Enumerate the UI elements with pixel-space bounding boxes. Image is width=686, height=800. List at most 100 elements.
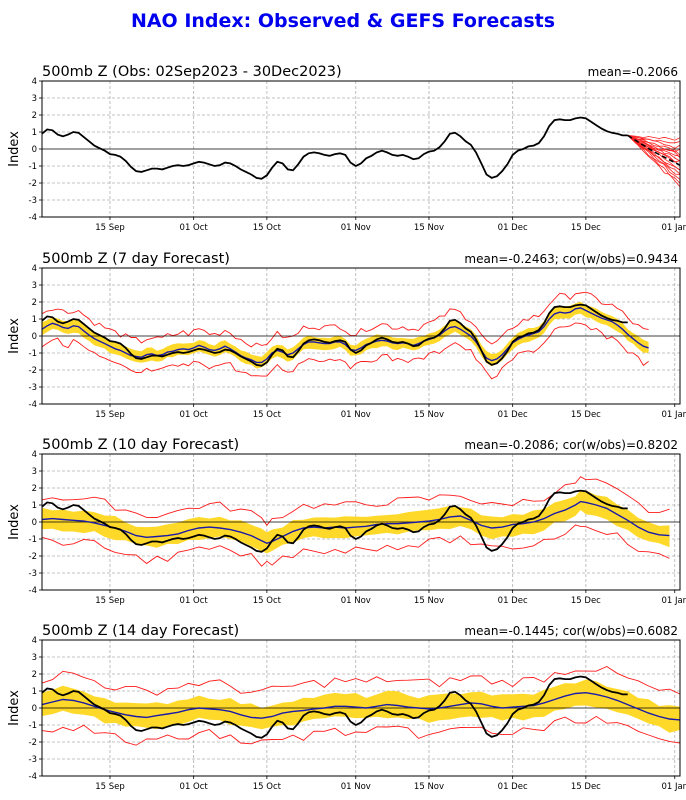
x-tick-label: 01 Jan: [661, 223, 686, 233]
panel-title: 500mb Z (10 day Forecast): [42, 437, 239, 453]
forecast-mean-line: [41, 500, 670, 545]
y-tick-label: 1: [32, 128, 37, 138]
x-tick-label: 15 Nov: [414, 782, 444, 792]
x-tick-label: 01 Oct: [180, 410, 209, 420]
x-tick-label: 15 Sep: [95, 410, 125, 420]
y-axis-label: Index: [7, 504, 22, 540]
ensemble-member-line: [627, 135, 681, 175]
ensemble-member-line: [627, 135, 681, 180]
ensemble-member-line: [627, 135, 681, 144]
ensemble-member-line: [627, 135, 681, 153]
x-tick-label: 15 Sep: [95, 223, 125, 233]
x-tick-label: 01 Nov: [341, 223, 371, 233]
y-tick-label: -2: [29, 738, 37, 748]
x-tick-label: 15 Oct: [253, 410, 282, 420]
ensemble-member-line: [627, 135, 681, 141]
y-tick-label: 3: [32, 281, 37, 291]
observed-nao-line: [41, 489, 628, 553]
x-tick-label: 01 Jan: [661, 596, 686, 606]
x-tick-label: 15 Sep: [95, 596, 125, 606]
plot-frame: [41, 80, 681, 218]
y-tick-label: -3: [29, 569, 37, 579]
x-tick-label: 01 Dec: [498, 596, 528, 606]
x-tick-label: 01 Dec: [498, 410, 528, 420]
plot-frame: [41, 267, 681, 405]
y-axis-label: Index: [7, 131, 22, 167]
x-tick-label: 01 Jan: [661, 410, 686, 420]
y-tick-label: 0: [32, 332, 37, 342]
observed-nao-line: [41, 675, 628, 739]
ensemble-extreme-line: [41, 715, 681, 746]
x-tick-label: 15 Nov: [414, 410, 444, 420]
y-tick-label: -3: [29, 196, 37, 206]
y-tick-label: -2: [29, 552, 37, 562]
y-axis-label: Index: [7, 690, 22, 726]
y-tick-label: 1: [32, 501, 37, 511]
panel-stat-label: mean=-0.1445; cor(w/obs)=0.6082: [464, 624, 678, 638]
x-tick-label: 01 Jan: [661, 782, 686, 792]
x-tick-label: 15 Dec: [571, 223, 601, 233]
y-tick-label: 4: [32, 636, 37, 646]
x-tick-label: 01 Nov: [341, 410, 371, 420]
panel-4: 500mb Z (14 day Forecast) mean=-0.1445; c…: [7, 623, 686, 792]
y-tick-label: -2: [29, 179, 37, 189]
ensemble-extreme-line: [41, 476, 670, 527]
y-tick-label: 2: [32, 670, 37, 680]
y-tick-label: -4: [29, 772, 37, 782]
observed-nao-line: [41, 303, 628, 367]
y-tick-label: 0: [32, 704, 37, 714]
y-axis-label: Index: [7, 318, 22, 354]
x-tick-label: 15 Oct: [253, 596, 282, 606]
x-tick-label: 15 Nov: [414, 223, 444, 233]
y-tick-label: 3: [32, 467, 37, 477]
y-tick-label: -1: [29, 721, 37, 731]
x-tick-label: 15 Dec: [571, 410, 601, 420]
ensemble-spread-band: [42, 301, 649, 369]
y-tick-label: 2: [32, 111, 37, 121]
y-tick-label: 1: [32, 315, 37, 325]
x-tick-label: 01 Nov: [341, 782, 371, 792]
x-tick-label: 01 Oct: [180, 596, 209, 606]
x-tick-label: 15 Dec: [571, 596, 601, 606]
y-tick-label: 3: [32, 653, 37, 663]
x-tick-label: 01 Oct: [180, 782, 209, 792]
panel-1: 500mb Z (Obs: 02Sep2023 - 30Dec2023) mean…: [7, 64, 686, 233]
ensemble-extreme-line: [41, 291, 649, 348]
y-tick-label: 2: [32, 484, 37, 494]
y-tick-label: 3: [32, 94, 37, 104]
y-tick-label: 0: [32, 518, 37, 528]
ensemble-extreme-line: [41, 524, 670, 567]
y-tick-label: -1: [29, 349, 37, 359]
panel-title: 500mb Z (Obs: 02Sep2023 - 30Dec2023): [42, 64, 342, 80]
y-tick-label: -4: [29, 586, 37, 596]
y-tick-label: -4: [29, 400, 37, 410]
panel-3: 500mb Z (10 day Forecast) mean=-0.2086; c…: [7, 437, 686, 606]
panel-2: 500mb Z (7 day Forecast) mean=-0.2463; co…: [7, 251, 686, 420]
ensemble-member-line: [627, 135, 681, 162]
x-tick-label: 01 Dec: [498, 223, 528, 233]
panel-stat-label: mean=-0.2086; cor(w/obs)=0.8202: [464, 438, 678, 452]
y-tick-label: 1: [32, 687, 37, 697]
x-tick-label: 01 Dec: [498, 782, 528, 792]
panel-title: 500mb Z (7 day Forecast): [42, 251, 230, 267]
x-tick-label: 15 Oct: [253, 782, 282, 792]
x-tick-label: 01 Nov: [341, 596, 371, 606]
x-tick-label: 15 Oct: [253, 223, 282, 233]
y-tick-label: -2: [29, 366, 37, 376]
y-tick-label: 4: [32, 77, 37, 87]
forecast-mean-line: [41, 691, 681, 721]
y-tick-label: 0: [32, 145, 37, 155]
y-tick-label: -4: [29, 213, 37, 223]
plot-frame: [41, 453, 681, 591]
y-tick-label: 4: [32, 450, 37, 460]
panel-stat-label: mean=-0.2463; cor(w/obs)=0.9434: [464, 252, 678, 266]
y-tick-label: 2: [32, 298, 37, 308]
ensemble-extreme-line: [41, 665, 681, 696]
panel-title: 500mb Z (14 day Forecast): [42, 623, 239, 639]
x-tick-label: 01 Oct: [180, 223, 209, 233]
figure-title: NAO Index: Observed & GEFS Forecasts: [130, 10, 556, 32]
panel-stat-label: mean=-0.2066: [588, 65, 678, 79]
y-tick-label: -1: [29, 162, 37, 172]
y-tick-label: 4: [32, 264, 37, 274]
